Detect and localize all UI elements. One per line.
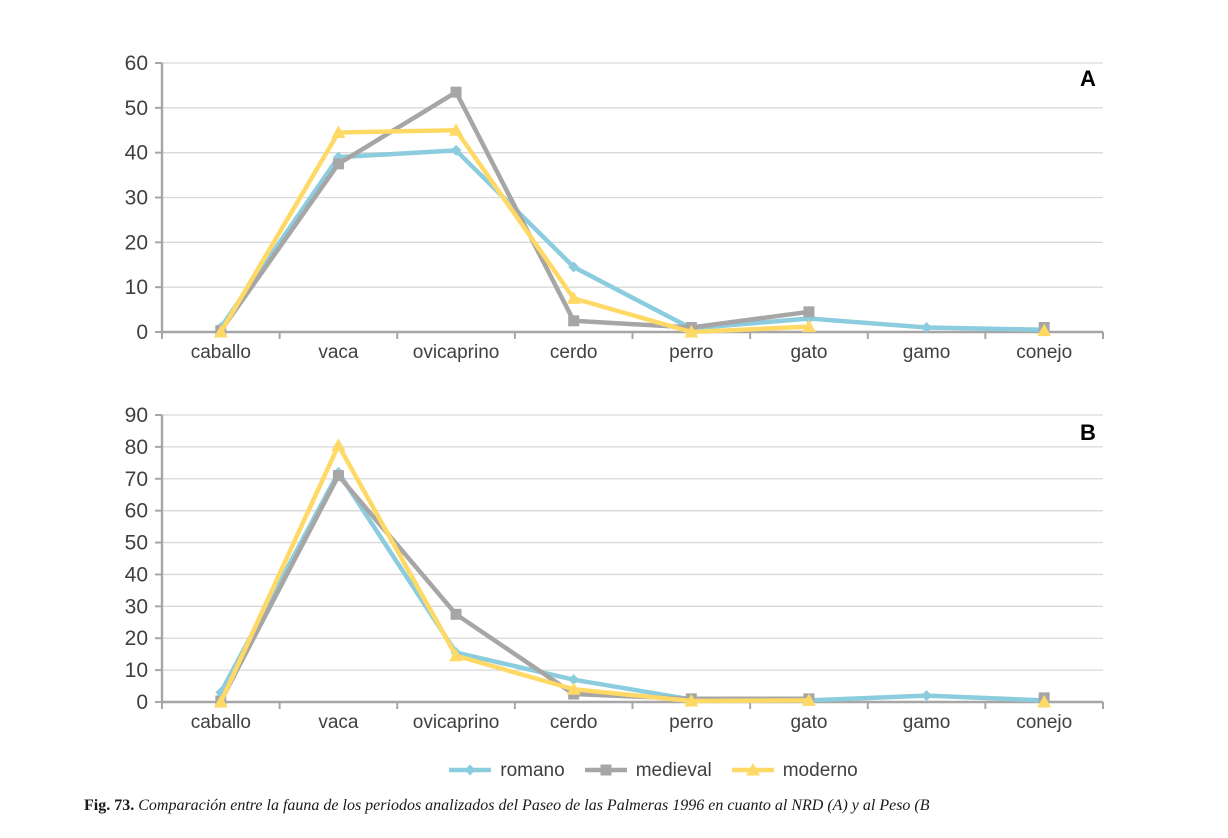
diamond-marker [568, 674, 580, 686]
diamond-marker [921, 690, 933, 702]
y-tick-label: 0 [136, 321, 148, 344]
y-tick-label: 40 [125, 563, 148, 586]
square-marker [332, 158, 344, 170]
chart-panel-B: 0 10 20 30 40 50 60 70 80 90 caballo vaca ovicaprino… [125, 404, 1104, 733]
series-romano [215, 144, 1050, 336]
legend-label: moderno [782, 759, 858, 781]
y-tick-label: 0 [136, 691, 148, 714]
panel-label-B: B [1080, 420, 1096, 445]
triangle-marker [566, 291, 581, 304]
caption-text: Comparación entre la fauna de los period… [134, 797, 930, 814]
triangle-marker [684, 694, 699, 707]
x-category-label: vaca [318, 712, 359, 733]
x-category-label: conejo [1016, 342, 1072, 363]
y-tick-label: 10 [125, 276, 148, 299]
x-category-label: cerdo [550, 712, 598, 733]
legend-label: romano [500, 759, 565, 781]
diamond-marker [568, 261, 580, 273]
y-tick-label: 10 [125, 659, 148, 682]
legend-label: medieval [635, 759, 712, 781]
legend-key-square [584, 764, 627, 776]
x-category-label: caballo [191, 342, 251, 363]
y-tick-label: 90 [125, 404, 148, 427]
series-medieval [215, 470, 1050, 707]
x-category-label: gato [790, 342, 827, 363]
chart-panel-A: 0 10 20 30 40 50 60 caballo vaca ovicaprino cerdo p… [125, 52, 1104, 363]
triangle-marker [331, 125, 346, 138]
triangle-marker [449, 123, 464, 136]
triangle-marker [1037, 323, 1052, 337]
diamond-marker [450, 144, 462, 156]
square-marker [568, 315, 580, 327]
legend-key-triangle [731, 763, 774, 776]
triangle-marker [566, 682, 581, 695]
square-marker [600, 764, 612, 776]
square-marker [332, 470, 344, 482]
series-romano-line [218, 148, 1045, 333]
series-moderno [213, 438, 1052, 708]
diamond-marker [464, 764, 476, 776]
triangle-marker [1037, 695, 1052, 708]
x-category-label: vaca [318, 342, 359, 363]
y-tick-label: 70 [125, 468, 148, 491]
y-tick-label: 50 [125, 97, 148, 120]
figure-caption: Fig. 73. Comparación entre la fauna de l… [84, 797, 1194, 815]
y-tick-label: 50 [125, 532, 148, 555]
triangle-marker [331, 438, 346, 451]
series-medieval-line [221, 476, 1044, 701]
caption-figure-number: Fig. 73. [84, 797, 135, 814]
square-marker [803, 306, 815, 318]
y-tick-label: 60 [125, 500, 148, 523]
y-tick-label: 30 [125, 595, 148, 618]
series-romano-line [218, 470, 1045, 703]
series-moderno [213, 123, 1052, 338]
triangle-marker [801, 693, 816, 706]
diamond-marker [215, 686, 227, 698]
x-category-label: perro [669, 342, 713, 363]
x-category-label: gamo [903, 712, 951, 733]
y-tick-label: 40 [125, 142, 148, 165]
x-category-label: cerdo [550, 342, 598, 363]
x-category-label: caballo [191, 712, 251, 733]
legend-key-diamond [449, 764, 492, 776]
diamond-marker [921, 322, 933, 334]
panel-label-A: A [1080, 66, 1096, 91]
x-category-label: ovicaprino [413, 342, 500, 363]
x-category-label: gamo [903, 342, 951, 363]
legend-item-romano: romano [447, 759, 565, 781]
triangle-marker [745, 763, 760, 776]
y-tick-label: 20 [125, 627, 148, 650]
y-tick-label: 60 [125, 52, 148, 75]
x-category-label: gato [790, 712, 827, 733]
square-marker [450, 608, 462, 620]
legend-item-medieval: medieval [583, 761, 712, 780]
legend-item-moderno: moderno [730, 761, 858, 780]
line-charts-canvas: 0 10 20 30 40 50 60 caballo vaca ovicaprino cerdo p… [125, 52, 1104, 733]
y-tick-label: 20 [125, 231, 148, 254]
x-category-label: conejo [1016, 712, 1072, 733]
triangle-marker [801, 319, 816, 333]
series-medieval-line [221, 92, 1044, 331]
y-tick-label: 30 [125, 187, 148, 210]
chart-legend: romano medieval moderno [162, 756, 1103, 784]
square-marker [450, 86, 462, 98]
x-category-label: perro [669, 712, 713, 733]
x-category-label: ovicaprino [413, 712, 500, 733]
triangle-marker [213, 695, 228, 708]
triangle-marker [213, 325, 228, 338]
triangle-marker [684, 325, 699, 338]
y-tick-label: 80 [125, 436, 148, 459]
triangle-marker [449, 648, 464, 662]
